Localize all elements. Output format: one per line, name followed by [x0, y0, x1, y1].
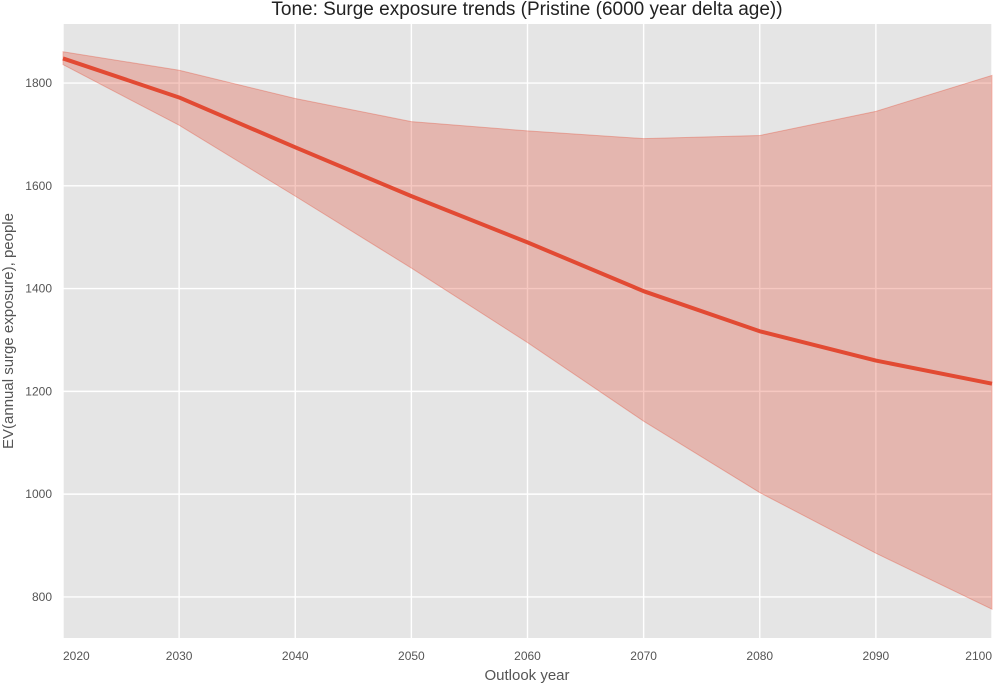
x-tick-label: 2070	[630, 649, 657, 663]
x-tick-label: 2050	[398, 649, 425, 663]
x-axis-label: Outlook year	[484, 667, 569, 683]
y-axis-label: EV(annual surge exposure), people	[0, 213, 17, 449]
x-tick-label: 2030	[166, 649, 193, 663]
chart-title: Tone: Surge exposure trends (Pristine (6…	[271, 0, 782, 20]
y-tick-label: 1200	[25, 384, 52, 398]
x-tick-label: 2020	[63, 649, 90, 663]
y-tick-label: 1800	[25, 76, 52, 90]
confidence-band	[62, 51, 993, 611]
y-tick-label: 1000	[25, 487, 52, 501]
y-tick-labels: 800 1000 1200 1400 1600 1800	[25, 76, 52, 604]
y-tick-label: 1600	[25, 179, 52, 193]
x-tick-label: 2060	[514, 649, 541, 663]
x-tick-label: 2080	[746, 649, 773, 663]
x-tick-label: 2100	[965, 649, 992, 663]
x-tick-labels: 2020 2030 2040 2050 2060 2070 2080 2090 2100	[63, 649, 992, 663]
series-line	[62, 56, 993, 386]
grid-lines	[62, 24, 993, 638]
y-tick-label: 800	[32, 590, 52, 604]
x-tick-label: 2040	[282, 649, 309, 663]
y-tick-label: 1400	[25, 282, 52, 296]
x-tick-label: 2090	[863, 649, 890, 663]
